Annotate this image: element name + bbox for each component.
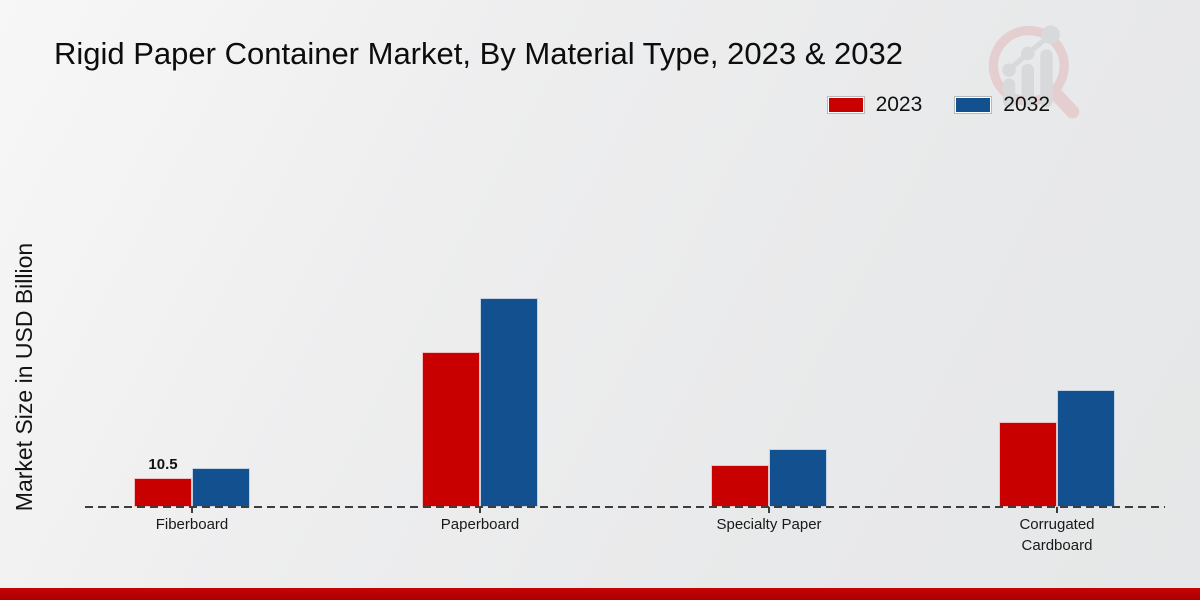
x-axis-tick bbox=[191, 507, 193, 513]
market-research-growth-logo-watermark bbox=[988, 25, 1080, 119]
growth-bar-icon bbox=[1021, 63, 1034, 108]
legend-label-2032: 2032 bbox=[1003, 93, 1050, 116]
bar-value-label: 10.5 bbox=[148, 456, 178, 473]
legend-item-2023: 2023 bbox=[827, 93, 923, 117]
growth-bar-icon bbox=[1002, 78, 1016, 108]
trend-dot-icon bbox=[1021, 46, 1035, 61]
category-label-specialty-paper: Specialty Paper bbox=[716, 516, 822, 533]
x-axis-tick bbox=[479, 507, 481, 513]
bar-2032-specialty-paper bbox=[769, 449, 827, 507]
x-axis-tick bbox=[1056, 507, 1058, 513]
category-label-fiberboard: Fiberboard bbox=[155, 516, 229, 533]
legend: 2023 2032 bbox=[827, 93, 1050, 117]
footer-red-bar bbox=[0, 588, 1200, 600]
x-axis-tick bbox=[768, 507, 770, 513]
trend-dot-icon bbox=[1041, 25, 1060, 45]
bar-2023-paperboard bbox=[422, 352, 480, 507]
legend-swatch-2032 bbox=[955, 97, 992, 113]
y-axis-label: Market Size in USD Billion bbox=[11, 242, 37, 512]
bar-2032-paperboard bbox=[480, 298, 538, 507]
legend-item-2032: 2032 bbox=[955, 93, 1050, 117]
bar-2023-specialty-paper bbox=[711, 465, 769, 507]
legend-label-2023: 2023 bbox=[875, 93, 923, 116]
bar-2032-corrugated-cardboard bbox=[1057, 390, 1115, 507]
category-label-paperboard: Paperboard bbox=[440, 516, 520, 533]
bar-2032-fiberboard bbox=[192, 468, 250, 507]
growth-bar-icon bbox=[1040, 49, 1053, 108]
legend-swatch-2023 bbox=[827, 97, 864, 113]
magnifier-handle-icon bbox=[1048, 86, 1080, 119]
chart-title: Rigid Paper Container Market, By Materia… bbox=[54, 36, 903, 71]
category-label-corrugated-cardboard: Corrugated Cardboard bbox=[1019, 516, 1095, 554]
bar-2023-corrugated-cardboard bbox=[999, 422, 1057, 507]
x-axis-dashed-line bbox=[85, 506, 1165, 508]
bar-2023-fiberboard bbox=[134, 478, 192, 507]
trend-dot-icon bbox=[1002, 63, 1016, 77]
